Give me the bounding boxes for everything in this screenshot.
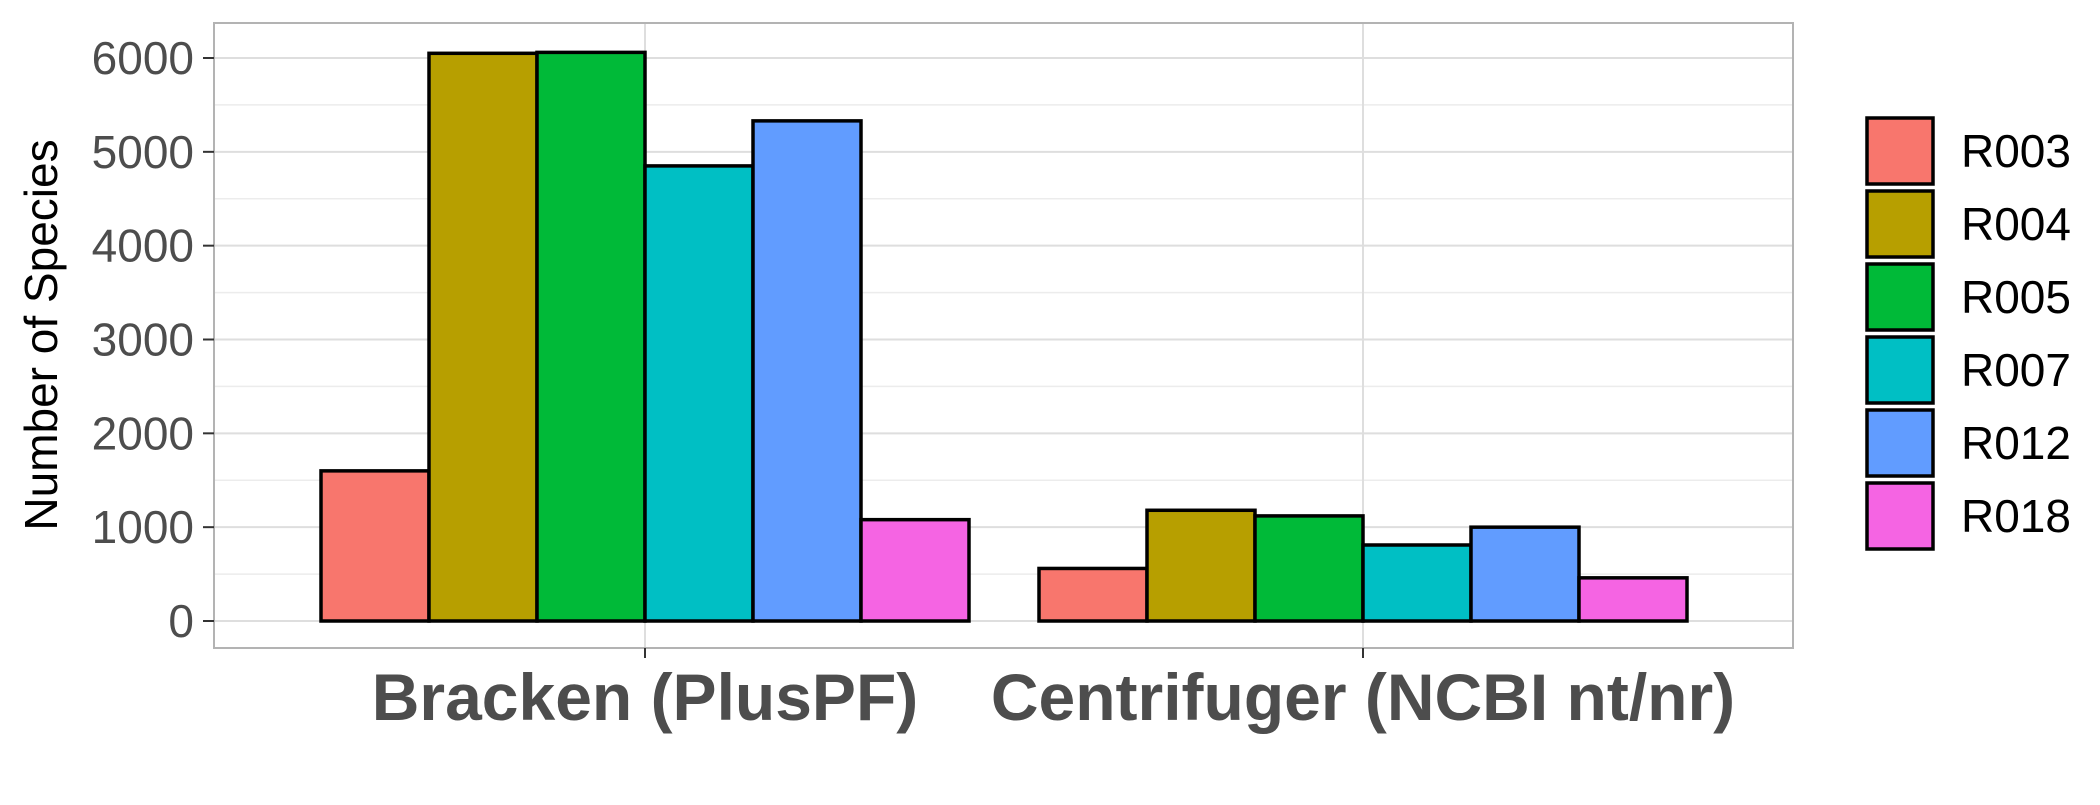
legend-label: R007 bbox=[1961, 344, 2071, 396]
x-category-label: Centrifuger (NCBI nt/nr) bbox=[991, 660, 1735, 734]
bar-r003 bbox=[319, 469, 431, 623]
bar-r007 bbox=[1361, 543, 1473, 623]
legend-label: R003 bbox=[1961, 125, 2071, 177]
y-tick-label: 2000 bbox=[92, 407, 194, 459]
bar-r012 bbox=[751, 119, 863, 623]
y-tick-label: 0 bbox=[168, 595, 194, 647]
bar-r007 bbox=[643, 164, 755, 623]
bar-r018 bbox=[859, 517, 971, 623]
legend-label: R012 bbox=[1961, 417, 2071, 469]
x-category-label: Bracken (PlusPF) bbox=[372, 660, 919, 734]
bar-r005 bbox=[535, 50, 647, 623]
y-tick-label: 3000 bbox=[92, 314, 194, 366]
legend-key-r004 bbox=[1865, 189, 1935, 259]
plot-panel-border bbox=[213, 22, 1794, 649]
bar-r003 bbox=[1037, 566, 1149, 623]
legend-label: R005 bbox=[1961, 271, 2071, 323]
legend: R003 R004 R005 R007 R012 R018 bbox=[1865, 116, 2071, 551]
legend-key-r012 bbox=[1865, 408, 1935, 478]
x-axis-categories: Bracken (PlusPF) Centrifuger (NCBI nt/nr) bbox=[372, 648, 1735, 734]
legend-label: R018 bbox=[1961, 490, 2071, 542]
y-tick-label: 5000 bbox=[92, 126, 194, 178]
legend-key-r007 bbox=[1865, 335, 1935, 405]
legend-label: R004 bbox=[1961, 198, 2071, 250]
legend-key-r003 bbox=[1865, 116, 1935, 186]
bar-r005 bbox=[1253, 514, 1365, 623]
bars bbox=[319, 50, 1689, 623]
y-tick-label: 4000 bbox=[92, 220, 194, 272]
legend-key-r005 bbox=[1865, 262, 1935, 332]
y-axis-ticks: 0 1000 2000 3000 4000 5000 6000 bbox=[92, 32, 214, 647]
bar-r004 bbox=[427, 51, 539, 623]
legend-key-r018 bbox=[1865, 481, 1935, 551]
y-tick-label: 1000 bbox=[92, 501, 194, 553]
bar-r004 bbox=[1145, 508, 1257, 623]
bar-r018 bbox=[1577, 576, 1689, 623]
y-tick-label: 6000 bbox=[92, 32, 194, 84]
bar-r012 bbox=[1469, 525, 1581, 623]
y-axis-label: Number of Species bbox=[15, 139, 67, 530]
